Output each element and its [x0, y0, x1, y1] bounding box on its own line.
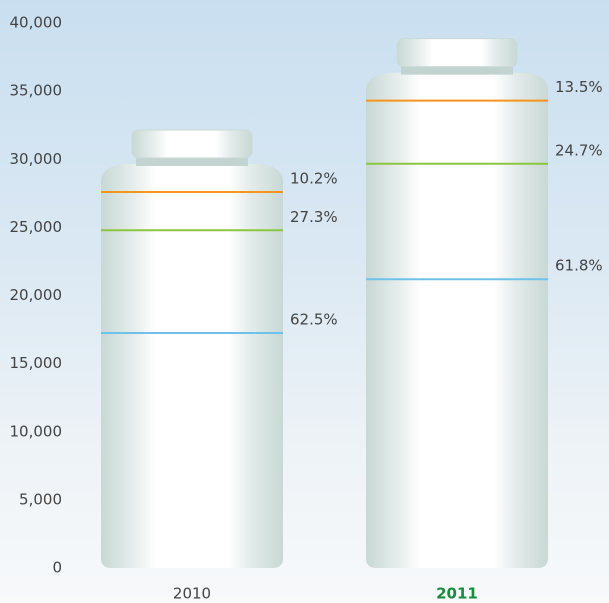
bar-segment [101, 230, 283, 333]
bar-segment [101, 333, 283, 568]
y-tick-label: 15,000 [10, 354, 63, 372]
data-label: 61.8% [555, 257, 603, 275]
data-label: 10.2% [290, 169, 338, 187]
data-label: 13.5% [555, 78, 603, 96]
data-label: 24.7% [555, 141, 603, 159]
chart: 0 5,000 10,000 15,000 20,000 25,000 30,000 35,0… [0, 0, 609, 603]
y-tick-label: 5,000 [19, 490, 62, 508]
x-tick-label: 2010 [173, 585, 211, 603]
y-tick-label: 40,000 [10, 14, 63, 32]
y-tick-label: 35,000 [10, 82, 63, 100]
bar-segment [101, 192, 283, 230]
y-tick-label: 25,000 [10, 218, 63, 236]
y-tick-label: 10,000 [10, 422, 63, 440]
data-label: 62.5% [290, 310, 338, 328]
y-tick-label: 30,000 [10, 150, 63, 168]
bar-segment [366, 279, 548, 568]
data-label: 27.3% [290, 208, 338, 226]
bottle-cap [397, 39, 517, 67]
bar-segment [366, 164, 548, 279]
x-tick-label: 2011 [436, 585, 478, 603]
bar-segment [366, 101, 548, 164]
y-tick-label: 20,000 [10, 286, 63, 304]
y-tick-label: 0 [52, 559, 62, 577]
bottle-cap [132, 130, 252, 158]
